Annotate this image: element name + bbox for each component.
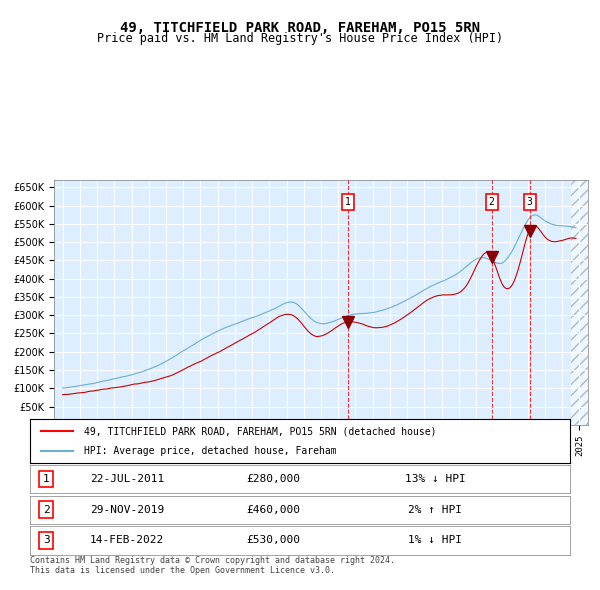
- Text: 14-FEB-2022: 14-FEB-2022: [90, 536, 164, 545]
- Text: HPI: Average price, detached house, Fareham: HPI: Average price, detached house, Fare…: [84, 446, 337, 455]
- Text: 2: 2: [43, 505, 50, 514]
- Text: 1: 1: [345, 197, 350, 207]
- Text: 2% ↑ HPI: 2% ↑ HPI: [408, 505, 462, 514]
- Text: 49, TITCHFIELD PARK ROAD, FAREHAM, PO15 5RN: 49, TITCHFIELD PARK ROAD, FAREHAM, PO15 …: [120, 21, 480, 35]
- Text: 22-JUL-2011: 22-JUL-2011: [90, 474, 164, 484]
- Text: 1% ↓ HPI: 1% ↓ HPI: [408, 536, 462, 545]
- Text: £530,000: £530,000: [246, 536, 300, 545]
- Text: 13% ↓ HPI: 13% ↓ HPI: [404, 474, 466, 484]
- Text: 2: 2: [489, 197, 494, 207]
- Text: Contains HM Land Registry data © Crown copyright and database right 2024.
This d: Contains HM Land Registry data © Crown c…: [30, 556, 395, 575]
- Text: 29-NOV-2019: 29-NOV-2019: [90, 505, 164, 514]
- Text: 1: 1: [43, 474, 50, 484]
- Text: 49, TITCHFIELD PARK ROAD, FAREHAM, PO15 5RN (detached house): 49, TITCHFIELD PARK ROAD, FAREHAM, PO15 …: [84, 427, 437, 436]
- Text: Price paid vs. HM Land Registry's House Price Index (HPI): Price paid vs. HM Land Registry's House …: [97, 32, 503, 45]
- Text: £280,000: £280,000: [246, 474, 300, 484]
- Text: £460,000: £460,000: [246, 505, 300, 514]
- Text: 3: 3: [43, 536, 50, 545]
- Text: 3: 3: [527, 197, 533, 207]
